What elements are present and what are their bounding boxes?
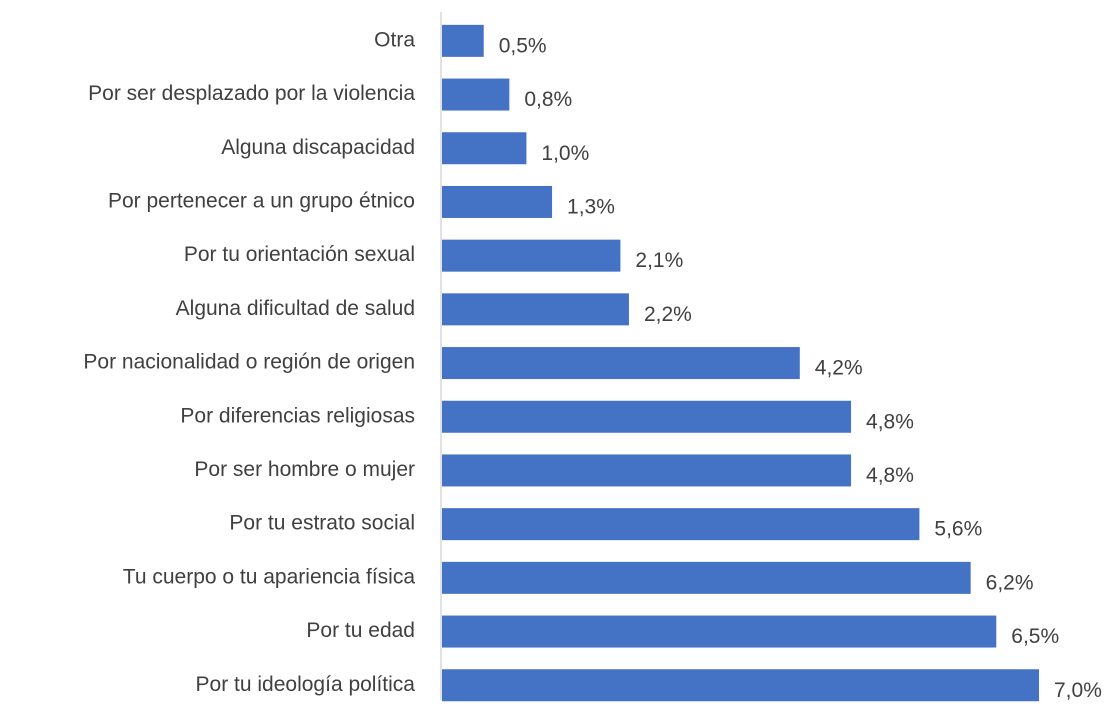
category-label: Por tu edad — [306, 619, 415, 642]
bar — [442, 24, 484, 57]
category-label: Por pertenecer a un grupo étnico — [108, 189, 415, 212]
value-label: 4,8% — [866, 464, 914, 487]
category-label: Por tu ideología política — [196, 673, 416, 696]
category-label: Tu cuerpo o tu apariencia física — [123, 565, 416, 588]
bar — [442, 669, 1039, 702]
value-label: 2,1% — [635, 249, 683, 272]
value-label: 0,8% — [524, 88, 572, 111]
category-label: Alguna dificultad de salud — [176, 297, 415, 320]
bar — [442, 132, 527, 165]
bar — [442, 400, 852, 433]
value-label: 6,2% — [986, 571, 1034, 594]
bar — [442, 561, 971, 594]
value-label: 6,5% — [1011, 625, 1059, 648]
bar — [442, 508, 920, 541]
bar — [442, 185, 553, 218]
bar — [442, 78, 510, 111]
value-label: 7,0% — [1054, 679, 1102, 702]
category-label: Por ser hombre o mujer — [194, 458, 415, 481]
bar — [442, 239, 621, 272]
bar — [442, 615, 997, 648]
value-label: 4,2% — [815, 357, 863, 380]
value-label: 1,3% — [567, 195, 615, 218]
category-label: Por tu orientación sexual — [184, 243, 415, 266]
category-label: Por ser desplazado por la violencia — [88, 82, 415, 105]
category-label: Por diferencias religiosas — [180, 404, 415, 427]
value-label: 0,5% — [499, 34, 547, 57]
bar — [442, 454, 852, 487]
value-label: 4,8% — [866, 410, 914, 433]
bar — [442, 293, 629, 326]
category-label: Por nacionalidad o región de origen — [83, 351, 415, 374]
category-label: Alguna discapacidad — [221, 136, 415, 159]
value-label: 5,6% — [934, 518, 982, 541]
value-label: 1,0% — [541, 142, 589, 165]
category-label: Por tu estrato social — [229, 512, 415, 535]
value-label: 2,2% — [644, 303, 692, 326]
bar — [442, 347, 800, 380]
category-label: Otra — [374, 28, 415, 51]
